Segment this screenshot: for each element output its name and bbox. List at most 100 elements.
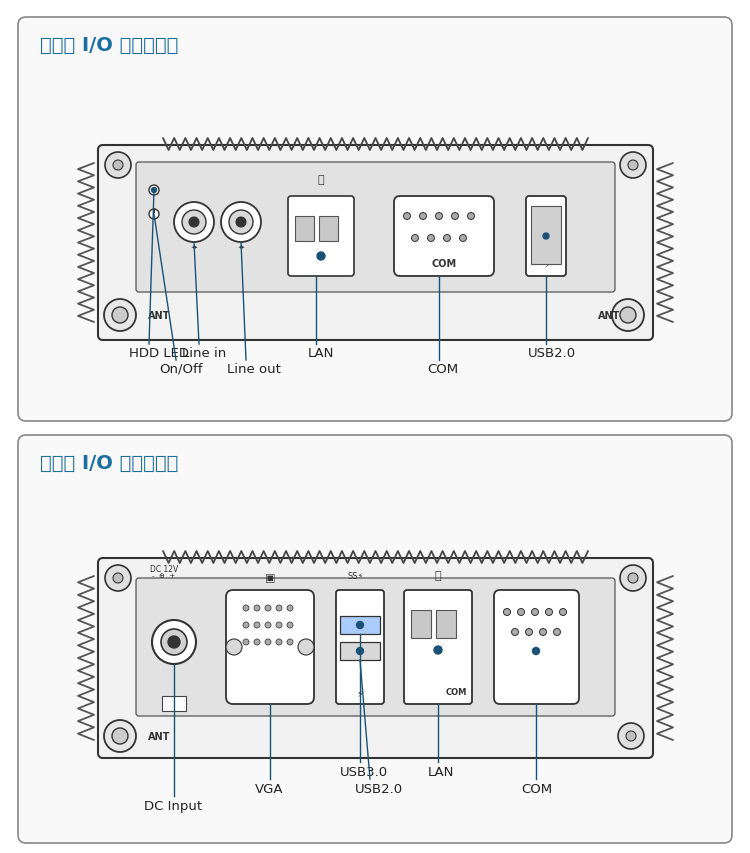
Circle shape [112,728,128,744]
FancyBboxPatch shape [18,436,732,843]
Circle shape [243,639,249,645]
Circle shape [539,629,547,635]
Text: USB3.0: USB3.0 [340,765,388,778]
FancyBboxPatch shape [288,197,354,276]
Text: ANT: ANT [148,731,170,741]
FancyBboxPatch shape [136,578,615,717]
Circle shape [560,609,566,616]
Circle shape [149,210,159,220]
FancyBboxPatch shape [526,197,566,276]
FancyBboxPatch shape [98,559,653,758]
Text: -  ⊕  +: - ⊕ + [152,572,176,578]
Circle shape [452,213,458,220]
Circle shape [276,639,282,645]
Text: DC 12V: DC 12V [150,565,178,573]
Circle shape [168,636,180,648]
Circle shape [618,723,644,749]
Circle shape [287,606,293,612]
Circle shape [105,153,131,179]
Circle shape [113,161,123,171]
Circle shape [265,606,271,612]
Circle shape [512,629,518,635]
Circle shape [317,252,325,261]
Circle shape [503,609,511,616]
Circle shape [104,299,136,332]
Circle shape [543,234,549,240]
Circle shape [265,623,271,629]
Text: ▣: ▣ [265,572,275,583]
Circle shape [254,623,260,629]
Bar [319,217,338,241]
Circle shape [404,213,410,220]
Text: Line out: Line out [227,363,280,375]
FancyBboxPatch shape [336,590,384,705]
Bar [340,616,380,635]
Text: COM: COM [446,688,467,696]
Circle shape [518,609,524,616]
Bar [162,696,186,711]
Text: HDD LED: HDD LED [129,346,189,360]
Circle shape [298,639,314,655]
Circle shape [112,308,128,323]
Text: ⚡: ⚡ [543,259,549,269]
Circle shape [532,647,539,655]
FancyBboxPatch shape [98,146,653,340]
Circle shape [434,647,442,654]
Circle shape [287,623,293,629]
Text: COM: COM [431,258,457,269]
Circle shape [427,235,434,242]
Circle shape [174,203,214,243]
Circle shape [356,622,364,629]
Circle shape [554,629,560,635]
Circle shape [356,647,364,655]
Text: 品: 品 [318,175,324,185]
Circle shape [104,720,136,752]
Circle shape [620,566,646,591]
Circle shape [161,630,187,655]
Text: COM: COM [521,782,552,795]
Circle shape [254,639,260,645]
Circle shape [443,235,451,242]
Circle shape [412,235,419,242]
Circle shape [152,620,196,664]
Text: Line in: Line in [182,346,226,360]
Circle shape [226,639,242,655]
Circle shape [254,606,260,612]
FancyBboxPatch shape [18,18,732,421]
Circle shape [545,609,553,616]
Circle shape [460,235,466,242]
Text: ⚡: ⚡ [356,688,364,699]
Circle shape [287,639,293,645]
Circle shape [276,606,282,612]
Circle shape [149,186,159,196]
Circle shape [467,213,475,220]
FancyBboxPatch shape [394,197,494,276]
Text: USB2.0: USB2.0 [528,346,576,360]
Circle shape [276,623,282,629]
Circle shape [265,639,271,645]
Circle shape [113,573,123,583]
Text: SS⚡: SS⚡ [348,572,364,580]
Circle shape [236,218,246,228]
Bar [411,610,431,638]
Text: LAN: LAN [308,346,334,360]
Bar [295,217,314,241]
Bar [436,610,456,638]
Circle shape [243,606,249,612]
Text: USB2.0: USB2.0 [355,782,404,795]
FancyBboxPatch shape [494,590,579,705]
Text: ANT: ANT [598,310,620,321]
FancyBboxPatch shape [404,590,472,705]
Circle shape [105,566,131,591]
Text: ✦: ✦ [190,242,197,251]
FancyBboxPatch shape [226,590,314,705]
Circle shape [620,308,636,323]
Circle shape [628,161,638,171]
Text: LAN: LAN [428,765,454,778]
Text: On/Off: On/Off [159,363,203,375]
Circle shape [229,211,253,235]
Text: 前面板 I/O 扩展布局图: 前面板 I/O 扩展布局图 [40,36,178,55]
Text: VGA: VGA [255,782,284,795]
Circle shape [221,203,261,243]
Circle shape [243,623,249,629]
